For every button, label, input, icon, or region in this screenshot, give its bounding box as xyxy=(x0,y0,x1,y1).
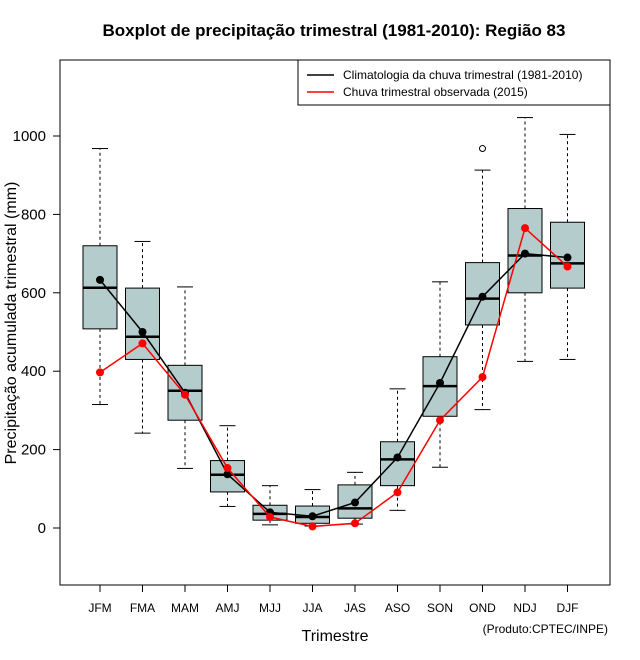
outlier-ond-0 xyxy=(479,145,486,153)
series-point-observed-2015-fma xyxy=(138,339,147,348)
axes-layer: 0 200 400 600 800 1000 JFM FMA MAM AMJ MJJ JJA JAS AS… xyxy=(13,128,579,615)
series-point-observed-2015-amj xyxy=(223,464,232,473)
x-tick-label-jja: JJA xyxy=(302,601,322,615)
series-line-observed-2015 xyxy=(99,226,569,528)
credit-text: (Produto:CPTEC/INPE) xyxy=(483,622,608,636)
x-axis-label: Trimestre xyxy=(302,628,369,645)
series-point-climatology-fma xyxy=(138,328,147,336)
series-point-observed-2015-ond xyxy=(478,373,487,382)
box-jas xyxy=(337,471,373,525)
series-point-climatology-jja xyxy=(308,512,317,521)
series-point-observed-2015-son xyxy=(436,416,444,425)
legend: Climatologia da chuva trimestral (1981-2… xyxy=(297,59,611,106)
y-tick-label-1000: 1000 xyxy=(13,128,46,145)
box-fma xyxy=(125,240,160,434)
chart-title: Boxplot de precipitação trimestral (1981… xyxy=(103,21,566,40)
y-tick-label-400: 400 xyxy=(21,363,46,380)
series-point-climatology-amj xyxy=(223,470,232,479)
x-tick-label-jfm: JFM xyxy=(88,601,111,615)
x-tick-label-mjj: MJJ xyxy=(259,601,281,615)
series-point-observed-2015-aso xyxy=(393,488,402,497)
series-layer xyxy=(96,224,572,531)
x-tick-label-amj: AMJ xyxy=(216,601,240,615)
series-point-observed-2015-ndj xyxy=(521,224,529,233)
y-tick-label-800: 800 xyxy=(21,206,46,223)
series-point-climatology-jfm xyxy=(96,275,104,284)
series-line-climatology xyxy=(99,252,568,518)
x-tick-label-djf: DJF xyxy=(557,601,579,615)
series-point-observed-2015-jas xyxy=(351,519,359,528)
y-tick-label-600: 600 xyxy=(21,285,46,302)
series-point-observed-2015-mam xyxy=(181,390,189,399)
series-point-observed-2015-jfm xyxy=(96,368,104,377)
series-point-climatology-djf xyxy=(563,253,572,262)
series-point-observed-2015-mjj xyxy=(266,513,274,522)
x-tick-label-ond: OND xyxy=(469,601,496,615)
box-mam xyxy=(167,286,203,469)
x-tick-label-jas: JAS xyxy=(344,601,366,615)
x-tick-label-son: SON xyxy=(427,601,453,615)
box-jja xyxy=(295,489,330,527)
x-tick-label-ndj: NDJ xyxy=(513,601,536,615)
box-jfm xyxy=(82,148,118,406)
series-point-climatology-ndj xyxy=(521,249,529,258)
boxes-layer xyxy=(82,117,585,527)
series-point-observed-2015-jja xyxy=(308,522,317,531)
box-djf xyxy=(550,133,585,360)
y-tick-label-200: 200 xyxy=(21,442,46,459)
series-point-observed-2015-djf xyxy=(563,262,572,271)
y-tick-label-0: 0 xyxy=(38,520,46,537)
box-ond xyxy=(465,145,500,411)
series-point-climatology-ond xyxy=(478,292,487,301)
y-axis-label: Precipitação acumulada trimestral (mm) xyxy=(3,182,20,465)
box-iqr-aso xyxy=(380,441,415,487)
series-point-climatology-aso xyxy=(393,453,402,462)
box-aso xyxy=(380,388,415,511)
series-point-climatology-jas xyxy=(351,498,359,507)
legend-label-observed: Chuva trimestral observada (2015) xyxy=(343,85,528,99)
legend-box xyxy=(297,59,611,106)
x-tick-label-fma: FMA xyxy=(130,601,155,615)
x-tick-label-mam: MAM xyxy=(171,601,199,615)
series-point-climatology-son xyxy=(436,378,444,387)
x-tick-label-aso: ASO xyxy=(385,601,410,615)
legend-label-climatology: Climatologia da chuva trimestral (1981-2… xyxy=(343,68,582,82)
